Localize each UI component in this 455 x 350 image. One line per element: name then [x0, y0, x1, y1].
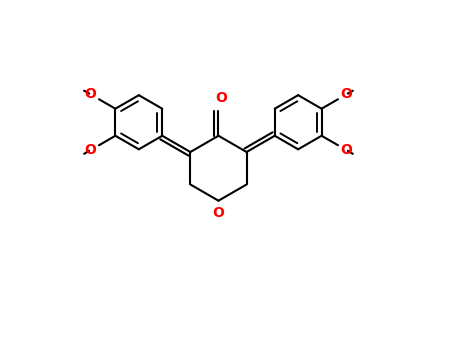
Text: O: O — [215, 91, 227, 105]
Text: O: O — [341, 87, 353, 101]
Text: O: O — [212, 206, 224, 220]
Text: O: O — [85, 143, 96, 157]
Text: O: O — [341, 143, 353, 157]
Text: O: O — [85, 87, 96, 101]
